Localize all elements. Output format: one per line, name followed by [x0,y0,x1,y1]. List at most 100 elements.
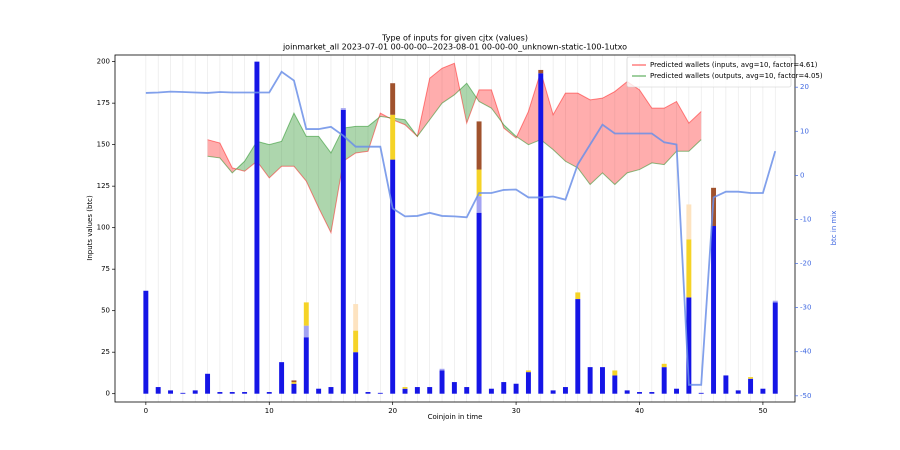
fill-area [476,89,480,102]
plot-frame [114,54,796,403]
fill-area [491,89,502,123]
bar [254,61,260,394]
fill-area [236,161,245,172]
bar [686,297,692,394]
fill-area [367,117,379,152]
fill-area [281,113,294,167]
fill-area [565,93,578,168]
bar [525,370,531,373]
fill-area [627,81,640,173]
bar [291,382,297,384]
bar [748,377,754,379]
y2-tick-label: -20 [800,260,811,268]
y2-tick-label: 10 [800,127,809,135]
fill-area [553,93,566,162]
bar [328,387,334,394]
fill-area [330,128,344,233]
bar [390,114,396,160]
fill-area [429,68,443,120]
bar [353,352,359,394]
fill-area [466,83,477,124]
y-tick-label: 75 [101,265,110,273]
bar [279,362,285,394]
y-tick-label: 125 [97,182,110,190]
fill-area [256,141,270,178]
y-tick-label: 0 [106,390,110,398]
bar [513,383,519,394]
bar [600,367,605,394]
fill-area [639,89,652,170]
fill-area [442,63,455,104]
legend-box [626,56,792,88]
fill-area [318,136,331,233]
x-tick-label: 40 [635,407,644,415]
y-axis-label: Inputs values (btc) [86,195,94,261]
bar [488,388,494,394]
bar [155,387,161,394]
bar [772,300,778,303]
y-tick-label: 100 [97,224,110,232]
fill-area [516,111,529,145]
fill-area [392,118,406,125]
bar [575,292,581,300]
fill-area [306,136,319,208]
fill-area [676,101,689,152]
fill-area [207,139,220,158]
y-tick-label: 50 [101,307,110,315]
bar [538,73,544,394]
y2-tick-label: 20 [800,83,809,91]
chart-subtitle: joinmarket_all 2023-07-01 00-00-00--2023… [282,43,627,52]
bar [427,387,433,394]
bar [661,367,667,394]
bar [365,392,371,394]
bar [760,388,766,394]
bar [192,390,198,394]
bar [303,337,309,394]
bar [476,212,482,394]
wallet-line [207,82,702,186]
fill-area [459,83,467,124]
fill-area [232,167,237,173]
x-tick-label: 0 [144,407,148,415]
y2-tick-label: -30 [800,304,811,312]
x-tick-label: 20 [388,407,397,415]
chart-title: Type of inputs for given cjtx (values) [381,34,528,43]
x-tick-label: 50 [758,407,767,415]
wallet-line [207,62,702,235]
bar [476,121,482,170]
x-tick-label: 30 [512,407,521,415]
bar [303,302,309,326]
bar [464,387,470,394]
bar [242,392,248,394]
fill-area [651,108,665,165]
y-tick-label: 150 [97,141,110,149]
bar [266,392,272,394]
fill-area [688,111,702,152]
bar [525,372,531,394]
fill-area [244,141,257,172]
bar [390,83,396,115]
bar [711,226,717,394]
fill-area [540,71,554,150]
bar [451,382,457,394]
bar [217,392,223,394]
y2-tick-label: 0 [800,171,804,179]
legend-label: Predicted wallets (inputs, avg=10, facto… [650,61,818,69]
fill-area [378,113,381,118]
bar [748,378,754,394]
bar [390,159,396,394]
bar [205,373,211,394]
y2-tick-label: -50 [800,392,811,400]
bar [340,109,346,394]
fill-area [219,142,233,173]
bar [550,390,556,394]
bar [353,304,359,331]
x-tick-label: 10 [265,407,274,415]
fill-area [501,122,504,129]
fill-area [293,113,307,182]
bar [624,390,630,394]
bar [402,387,408,389]
bar [414,387,420,394]
bar [439,368,445,371]
